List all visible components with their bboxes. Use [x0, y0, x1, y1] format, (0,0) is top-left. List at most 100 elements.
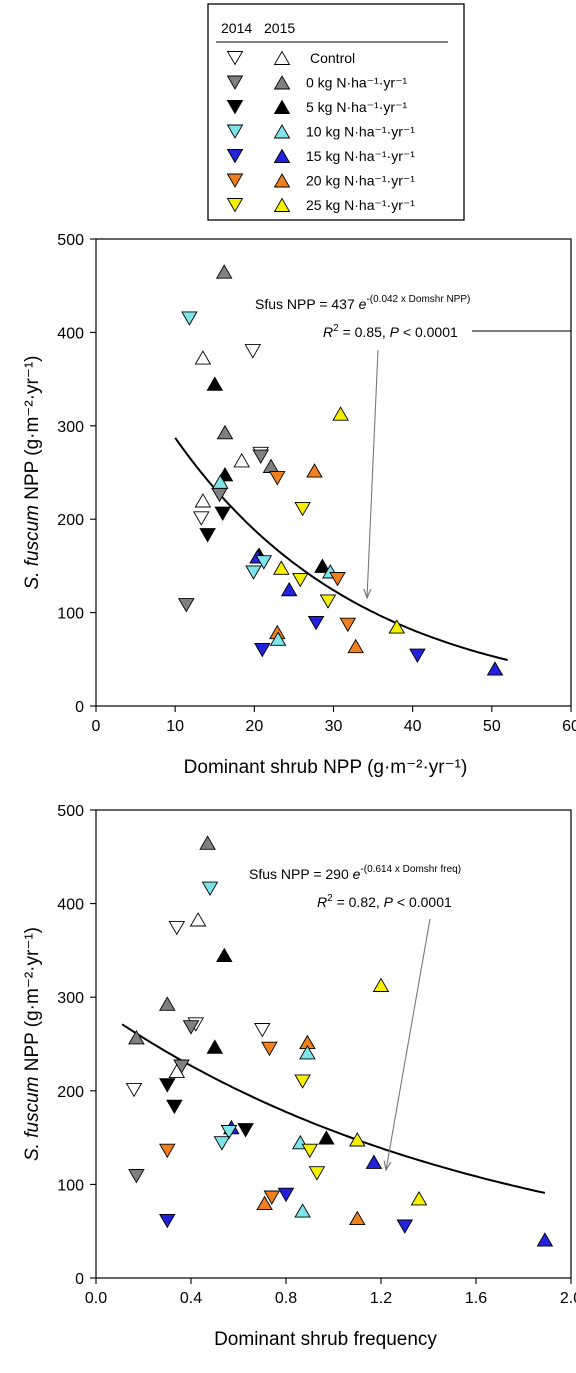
- legend-marker-2014: [226, 51, 244, 66]
- legend-label: 0 kg N·ha⁻¹·yr⁻¹: [306, 75, 407, 91]
- y-tick-label: 500: [57, 803, 84, 820]
- data-point: [307, 615, 325, 631]
- data-point: [486, 661, 504, 676]
- legend-marker-2015: [273, 148, 291, 163]
- data-point: [213, 1136, 231, 1151]
- data-point: [314, 558, 331, 573]
- data-point: [211, 487, 228, 503]
- legend-entry: 10 kg N·ha⁻¹·yr⁻¹: [226, 124, 415, 140]
- data-point: [159, 1078, 176, 1093]
- legend-label: 10 kg N·ha⁻¹·yr⁻¹: [306, 124, 415, 140]
- y-axis-label: S. fuscum NPP (g·m⁻²·yr⁻¹): [22, 927, 43, 1161]
- data-point: [168, 920, 186, 936]
- data-point: [125, 1082, 143, 1098]
- data-point: [182, 1020, 200, 1035]
- data-point: [349, 1210, 366, 1226]
- data-point: [206, 1039, 224, 1054]
- data-point: [181, 311, 198, 326]
- legend-entry: 15 kg N·ha⁻¹·yr⁻¹: [226, 148, 415, 164]
- legend-marker-2014: [226, 173, 244, 188]
- legend-marker-2015: [273, 124, 291, 139]
- panel-1-equation: Sfus NPP = 437 e-(0.042 x Domshr NPP): [255, 294, 470, 312]
- data-point: [299, 1044, 316, 1060]
- data-point: [194, 350, 212, 365]
- x-tick-label: 20: [245, 718, 263, 735]
- annotation-arrow: [367, 349, 379, 598]
- legend-marker-2015: [273, 173, 291, 188]
- data-point: [237, 1123, 254, 1138]
- panel-2-r2: R2 = 0.82, P < 0.0001: [317, 893, 452, 910]
- data-point: [244, 344, 262, 359]
- y-tick-label: 400: [57, 325, 84, 342]
- data-point: [255, 555, 273, 570]
- legend-label: 5 kg N·ha⁻¹·yr⁻¹: [306, 99, 407, 115]
- data-point: [409, 648, 426, 664]
- data-point: [365, 1154, 383, 1169]
- data-point: [193, 511, 210, 526]
- data-point: [128, 1029, 145, 1045]
- legend-entry: 25 kg N·ha⁻¹·yr⁻¹: [226, 197, 415, 213]
- data-point: [269, 471, 286, 486]
- legend-marker-2014: [226, 75, 244, 90]
- legend-entry: 5 kg N·ha⁻¹·yr⁻¹: [226, 99, 407, 115]
- x-tick-label: 40: [404, 718, 422, 735]
- data-point: [128, 1169, 145, 1184]
- panel-shrub-frequency: 0.0 0.4 0.8 1.2 1.6 2.0 0 100 200 300 400 500 Domina…: [22, 803, 576, 1350]
- x-tick-label: 0: [92, 718, 101, 735]
- data-point: [168, 1063, 186, 1079]
- legend-entry: 0 kg N·ha⁻¹·yr⁻¹: [226, 75, 407, 91]
- data-point: [256, 1195, 273, 1211]
- legend-entry: Control: [226, 50, 355, 66]
- data-point: [166, 1099, 183, 1115]
- data-point: [216, 947, 233, 963]
- data-point: [294, 501, 311, 517]
- y-tick-label: 100: [57, 1177, 84, 1194]
- data-point: [194, 493, 212, 508]
- fit-curve: [174, 437, 508, 661]
- data-point: [233, 452, 250, 468]
- y-tick-label: 200: [57, 1084, 84, 1101]
- fit-curve: [121, 1023, 546, 1194]
- data-point: [308, 1166, 326, 1181]
- legend-marker-2015: [273, 50, 291, 65]
- data-point: [254, 1023, 271, 1038]
- data-point: [349, 1132, 366, 1147]
- legend-label: 15 kg N·ha⁻¹·yr⁻¹: [306, 148, 415, 164]
- x-tick-label: 0.4: [180, 1290, 202, 1307]
- data-point: [388, 619, 406, 634]
- x-axis-label: Dominant shrub NPP (g·m⁻²·yr⁻¹): [184, 757, 468, 778]
- data-point: [277, 1187, 295, 1203]
- y-tick-label: 0: [75, 699, 84, 716]
- legend-year-2015: 2015: [264, 20, 295, 36]
- x-tick-label: 1.2: [370, 1290, 392, 1307]
- legend-marker-2015: [273, 99, 291, 114]
- data-point: [159, 996, 176, 1011]
- data-point: [220, 1125, 238, 1140]
- legend-entries: Control 0 kg N·ha⁻¹·yr⁻¹ 5 kg N·ha⁻¹·yr⁻¹ 1…: [226, 50, 415, 213]
- legend-label: 25 kg N·ha⁻¹·yr⁻¹: [306, 197, 415, 213]
- data-point: [280, 581, 298, 597]
- data-point: [269, 631, 287, 646]
- data-point: [319, 594, 337, 609]
- data-point: [252, 449, 269, 465]
- data-point: [214, 506, 231, 522]
- y-axis-label: S. fuscum NPP (g·m⁻²·yr⁻¹): [22, 355, 43, 589]
- legend-marker-2014: [226, 100, 244, 115]
- data-point: [306, 463, 323, 478]
- data-point: [294, 1074, 311, 1089]
- x-tick-label: 10: [166, 718, 184, 735]
- legend-label: Control: [310, 50, 355, 66]
- legend-entry: 20 kg N·ha⁻¹·yr⁻¹: [226, 173, 415, 189]
- x-tick-label: 2.0: [560, 1290, 576, 1307]
- panel-shrub-npp: 0 10 20 30 40 50 60 0 100 200 300 400 500 Dominant sh…: [22, 232, 576, 778]
- data-point: [396, 1219, 414, 1234]
- y-tick-label: 400: [57, 897, 84, 914]
- data-point: [159, 1143, 176, 1159]
- data-point: [273, 560, 290, 575]
- data-point: [199, 528, 216, 543]
- data-point: [261, 1041, 278, 1057]
- data-point: [329, 572, 346, 587]
- legend-marker-2015: [273, 75, 291, 90]
- data-point: [201, 881, 219, 897]
- y-tick-label: 300: [57, 990, 84, 1007]
